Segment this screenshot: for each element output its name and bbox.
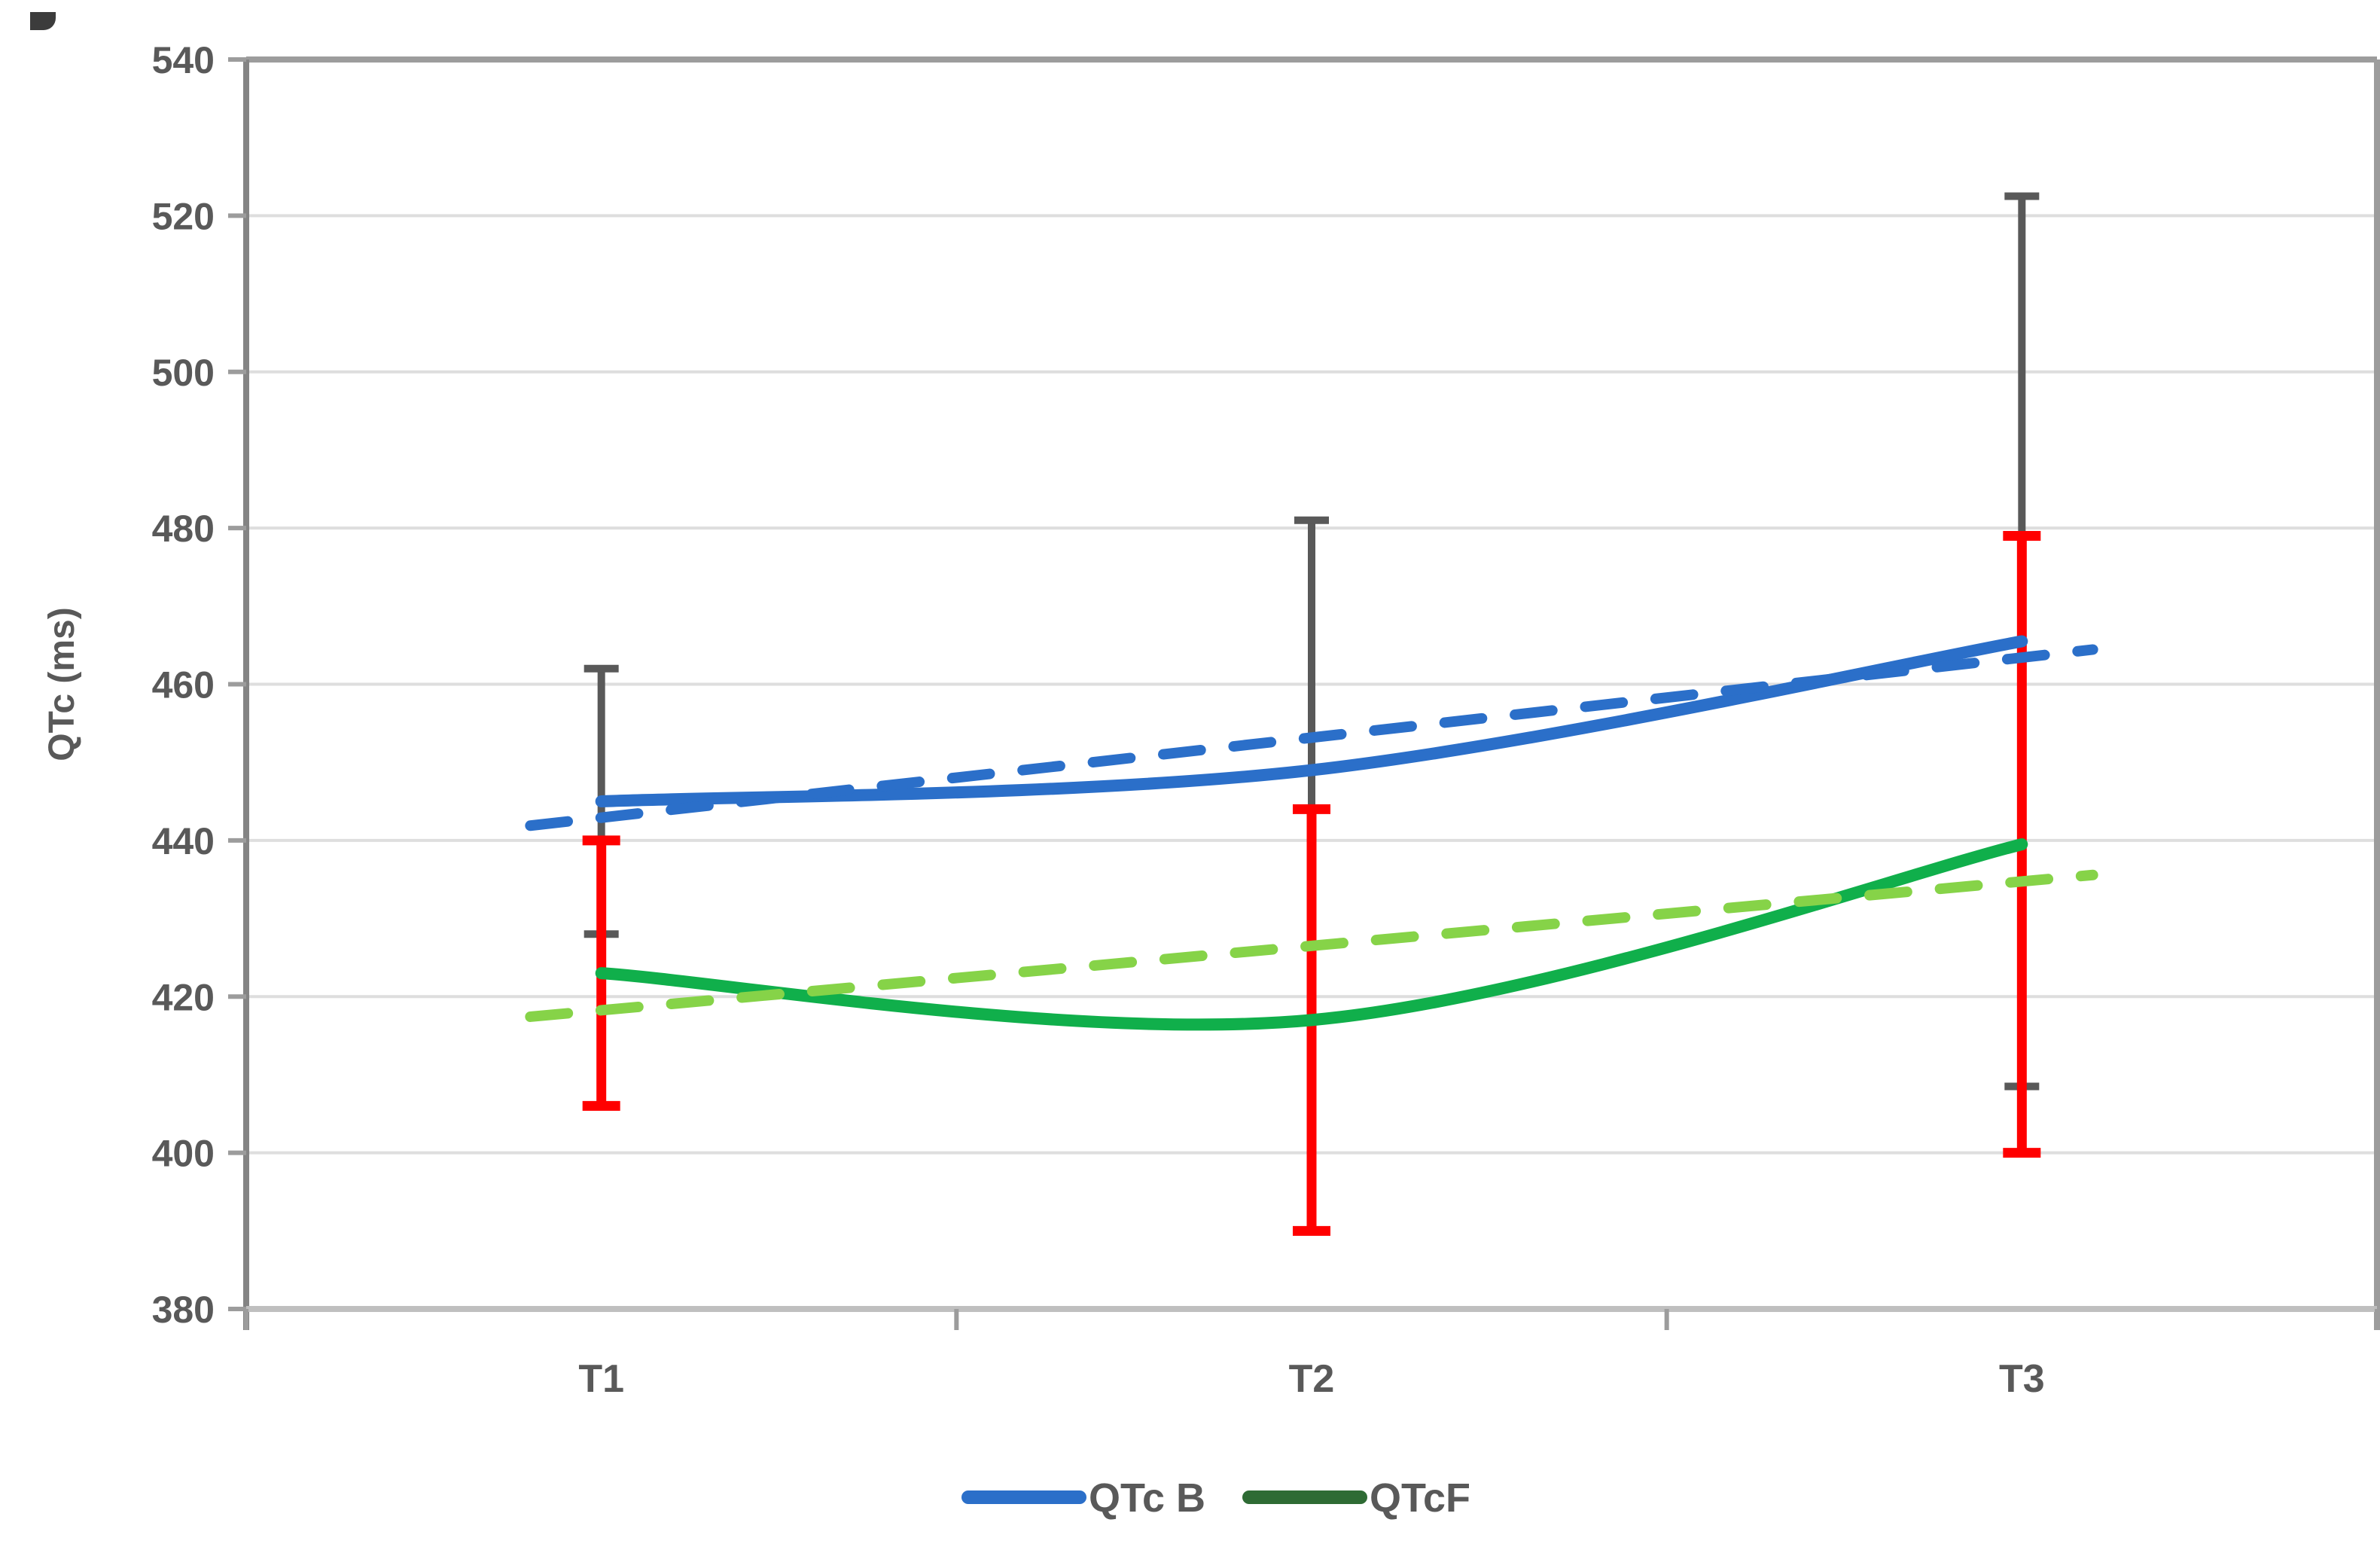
y-tick-label: 480 [152,508,215,550]
x-axis-labels: T1 T2 T3 [578,1357,2044,1401]
x-category-label: T1 [578,1357,624,1401]
y-tick-label: 420 [152,976,215,1018]
legend-label-qtcf: QTcF [1370,1475,1470,1521]
y-axis-title: QTc (ms) [42,607,82,761]
y-tick-label: 540 [152,39,215,81]
y-axis-labels: 380 400 420 440 460 480 500 520 540 [152,39,215,1331]
x-category-label: T3 [1999,1357,2045,1401]
corner-artifact [30,12,56,30]
y-tick-label: 460 [152,664,215,706]
qtc-line-chart: 380 400 420 440 460 480 500 520 540 T1 T2 T3 QTc (ms… [30,12,2380,1541]
legend-label-qtc-b: QTc B [1089,1475,1205,1521]
legend-item-qtc-b: QTc B [961,1475,1205,1521]
trendline-qtc-b [525,644,2098,831]
y-tick-label: 380 [152,1289,215,1331]
y-tick-label: 500 [152,352,215,394]
chart-legend: QTc B QTcF [961,1475,1470,1521]
y-tick-label: 520 [152,195,215,237]
x-category-label: T2 [1289,1357,1335,1401]
y-tick-label: 440 [152,820,215,862]
chart-figure: 380 400 420 440 460 480 500 520 540 T1 T2 T3 QTc (ms… [30,12,2380,1541]
trendline-qtcf [525,869,2098,1022]
legend-item-qtcf: QTcF [1242,1475,1470,1521]
x-axis-ticks [244,1309,2379,1330]
y-tick-label: 400 [152,1133,215,1175]
y-axis-ticks [228,57,246,1311]
